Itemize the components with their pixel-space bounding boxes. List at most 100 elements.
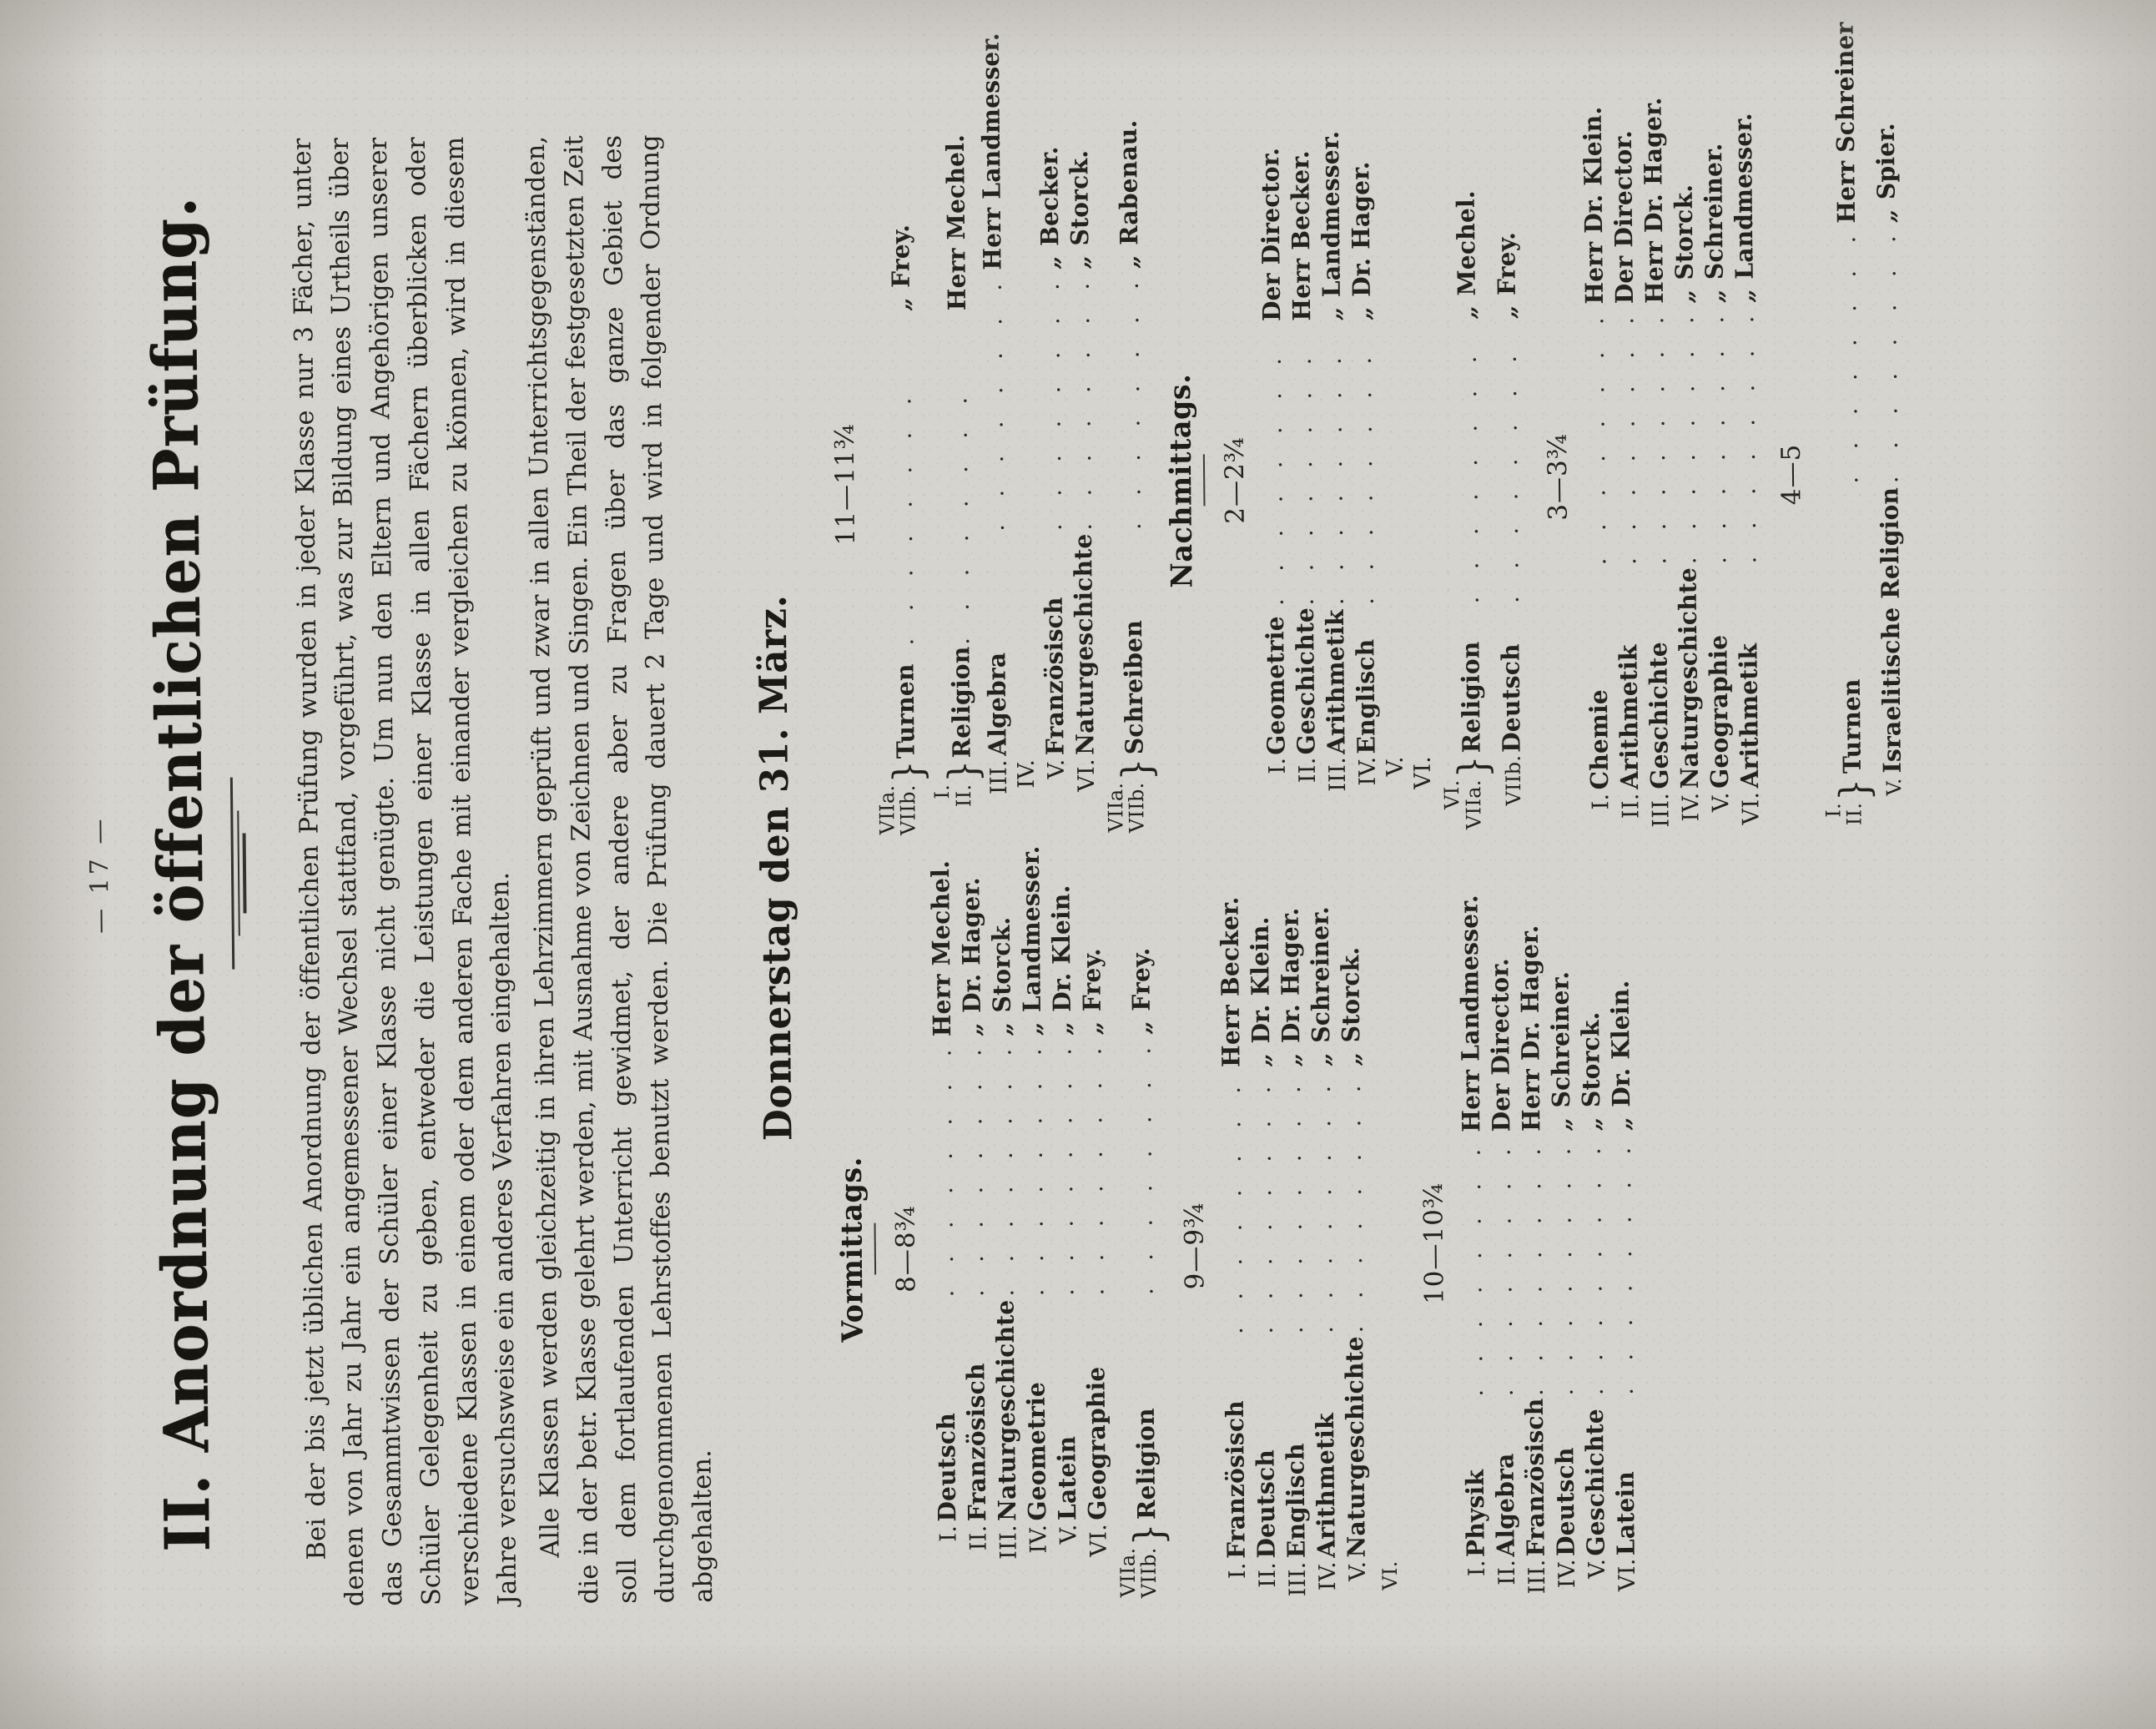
row-subject: Deutsch [931, 1413, 962, 1522]
row-class-label: VI. [1738, 791, 1765, 825]
ditto-mark-icon: „ [957, 1022, 987, 1036]
row-teacher: „ Frey. [1106, 844, 1163, 1035]
row-teacher: Herr Mechel. [925, 859, 957, 1037]
ditto-mark-icon: „ [1607, 1117, 1636, 1132]
row-subject: Arithmetik [1311, 1413, 1342, 1559]
row-teacher: Der Director. [1485, 958, 1516, 1132]
class-group-line: VIIa. [1461, 779, 1486, 830]
row-teacher: „ Spier. [1866, 21, 1907, 223]
row-class-label: II. [965, 1525, 992, 1551]
ditto-mark-icon: „ [1307, 1052, 1336, 1066]
row-class-label: V. [1055, 1524, 1082, 1545]
row-subject: Geschichte [1291, 607, 1322, 755]
row-class-label: V. [1584, 1558, 1611, 1579]
schedule-row: VI. Latein . . . . . . . . „ Dr. Klein. [1604, 890, 1642, 1593]
row-teacher: „ Dr. Klein. [1045, 845, 1077, 1036]
row-teacher [1375, 129, 1404, 320]
dot-leader [1367, 1068, 1405, 1333]
teacher-name: Landmesser. [1316, 130, 1347, 298]
row-class-label: III. [995, 1524, 1022, 1560]
row-teacher: „ Becker. [1032, 32, 1065, 270]
row-teacher: „ Storck. [1667, 97, 1700, 304]
dot-leader: . . . . . . . . [1455, 345, 1484, 604]
ditto-mark-icon: „ [1065, 255, 1095, 270]
row-subject: Naturgeschichte [1673, 567, 1704, 789]
row-teacher: „ Rabenau. [1092, 31, 1150, 269]
time-slot-label: 2—2¾ [1220, 436, 1252, 524]
ditto-mark-icon: „ [1670, 289, 1699, 304]
row-class-label: V. [1383, 756, 1409, 777]
teacher-name: Mechel. [1451, 189, 1481, 296]
row-subject: Algebra [1490, 1453, 1521, 1558]
class-group-line: I. [930, 784, 955, 799]
ditto-mark-icon: „ [1730, 289, 1759, 303]
dot-leader: . . . . . . . . [1290, 347, 1320, 606]
row-teacher: Herr Dr. Hager. [1515, 925, 1546, 1132]
row-class-label: II. [1494, 1559, 1521, 1585]
row-teacher: Herr Becker. [1286, 149, 1317, 321]
row-class-label: II. [1295, 757, 1322, 784]
dot-leader: . . . . . . . . [1875, 225, 1904, 484]
dot-leader: . . . . . . . . [1582, 307, 1612, 566]
curly-brace-icon: } [939, 759, 987, 783]
schedule-row-grouped: VI. VIIa.} Religion . . . . . . . . „ Mechel. [1430, 126, 1496, 830]
row-subject: Physik [1461, 1469, 1491, 1558]
column-morning: Vormittags. 8—8¾ I. Deutsch . . . . . . . .… [819, 845, 1642, 1601]
row-teacher: „ Storck. [1062, 32, 1095, 270]
ditto-mark-icon: „ [1247, 1052, 1276, 1067]
schedule-table: I. Physik. . . . . . . . Herr Landmesser. I… [1454, 890, 1642, 1595]
schedule-row-grouped: VIIa. VIIb.} Schreiben. . . . . . . . „Rabe… [1092, 28, 1160, 834]
page-sheet: — 17 — II. Anordnung der öffentlichen Pr… [78, 22, 2078, 1610]
teacher-name: Dr. Hager. [1346, 160, 1377, 297]
dot-leader: . . . . . . . . [1702, 305, 1732, 564]
teacher-name: Frey. [886, 224, 915, 288]
row-class-label: II. [1255, 1561, 1282, 1588]
class-group-line: VIIb. [1125, 782, 1149, 834]
dot-leader: . . . . . . . . [1609, 1137, 1640, 1395]
column-afternoon: 11—11¾ VIIa. VIIb.} Turnen. . . . . . . . „F… [812, 22, 1912, 837]
schedule-table: I. Geometrie. . . . . . . . Der Director. I… [1255, 125, 1531, 831]
row-class-label: V. [1708, 791, 1735, 813]
dot-leader: . . . . . . . . [1050, 1037, 1080, 1297]
schedule-table-overflow: III. Algebra. . . . . . . . Herr Landmesse… [975, 28, 1160, 834]
ditto-mark-icon: „ [1337, 1051, 1366, 1066]
class-group-lines: I. II. [1821, 802, 1866, 826]
row-subject [1380, 607, 1409, 754]
schedule-row-grouped: VIIa. VIIb.} Religion. . . . . . . . „Frey. [1106, 841, 1172, 1598]
schedule-row-grouped: I. II.} Religion. . . . . . . . Herr Mechel… [920, 131, 987, 835]
time-slot-label: 4—5 [1776, 443, 1807, 506]
teacher-name: Landmesser. [1728, 113, 1759, 280]
dot-leader: . . . . . . . . [960, 1039, 990, 1298]
schedule-table: I. Französisch. . . . . . . . Herr Becker.… [1215, 892, 1408, 1597]
row-class-label: I. [935, 1525, 962, 1542]
row-subject: Französisch [961, 1363, 992, 1522]
session-header-afternoon: Nachmittags. [1163, 373, 1200, 588]
day-heading: Donnerstag den 31. März. [749, 594, 801, 1142]
row-subject: Arithmetik [1734, 643, 1764, 789]
class-group-line: V. [1882, 778, 1907, 796]
row-subject: Arithmetik [1614, 644, 1644, 790]
teacher-name: Storck. [1064, 149, 1095, 246]
intro-paragraph-2: Alle Klassen werden gleichzeitig in ihre… [521, 134, 719, 1605]
row-class-group: I. II.} [927, 759, 987, 835]
row-subject: Latein [1611, 1471, 1641, 1556]
row-class-label: III. [1285, 1561, 1312, 1597]
row-teacher: „ Landmesser. [1727, 96, 1760, 303]
time-slot-label: 10—10¾ [1418, 1182, 1450, 1305]
teacher-name: Storck. [1576, 1011, 1606, 1108]
class-group-line: I. [1821, 802, 1846, 818]
teacher-name: Schreiner. [1698, 143, 1729, 280]
class-group-lines: I. II. [930, 784, 975, 807]
ditto-mark-icon: „ [1077, 1021, 1107, 1036]
schedule-table: VIIa. VIIb.} Turnen. . . . . . . . „Frey. I.… [865, 131, 987, 836]
row-subject: Französisch [1039, 597, 1070, 756]
class-group-line: VI. [1378, 1560, 1403, 1590]
teacher-name: Becker. [1034, 146, 1065, 247]
dot-leader: . . . . . . . . [1220, 1076, 1249, 1334]
row-teacher: Herr Becker. [1215, 896, 1246, 1067]
row-teacher: „ Dr. Hager. [1275, 895, 1307, 1066]
dot-leader: . . . . . . . . [980, 273, 1010, 532]
dot-leader: . . . . . . . . [1020, 1038, 1050, 1297]
schedule-columns: Vormittags. 8—8¾ I. Deutsch . . . . . . . .… [812, 22, 1921, 1602]
